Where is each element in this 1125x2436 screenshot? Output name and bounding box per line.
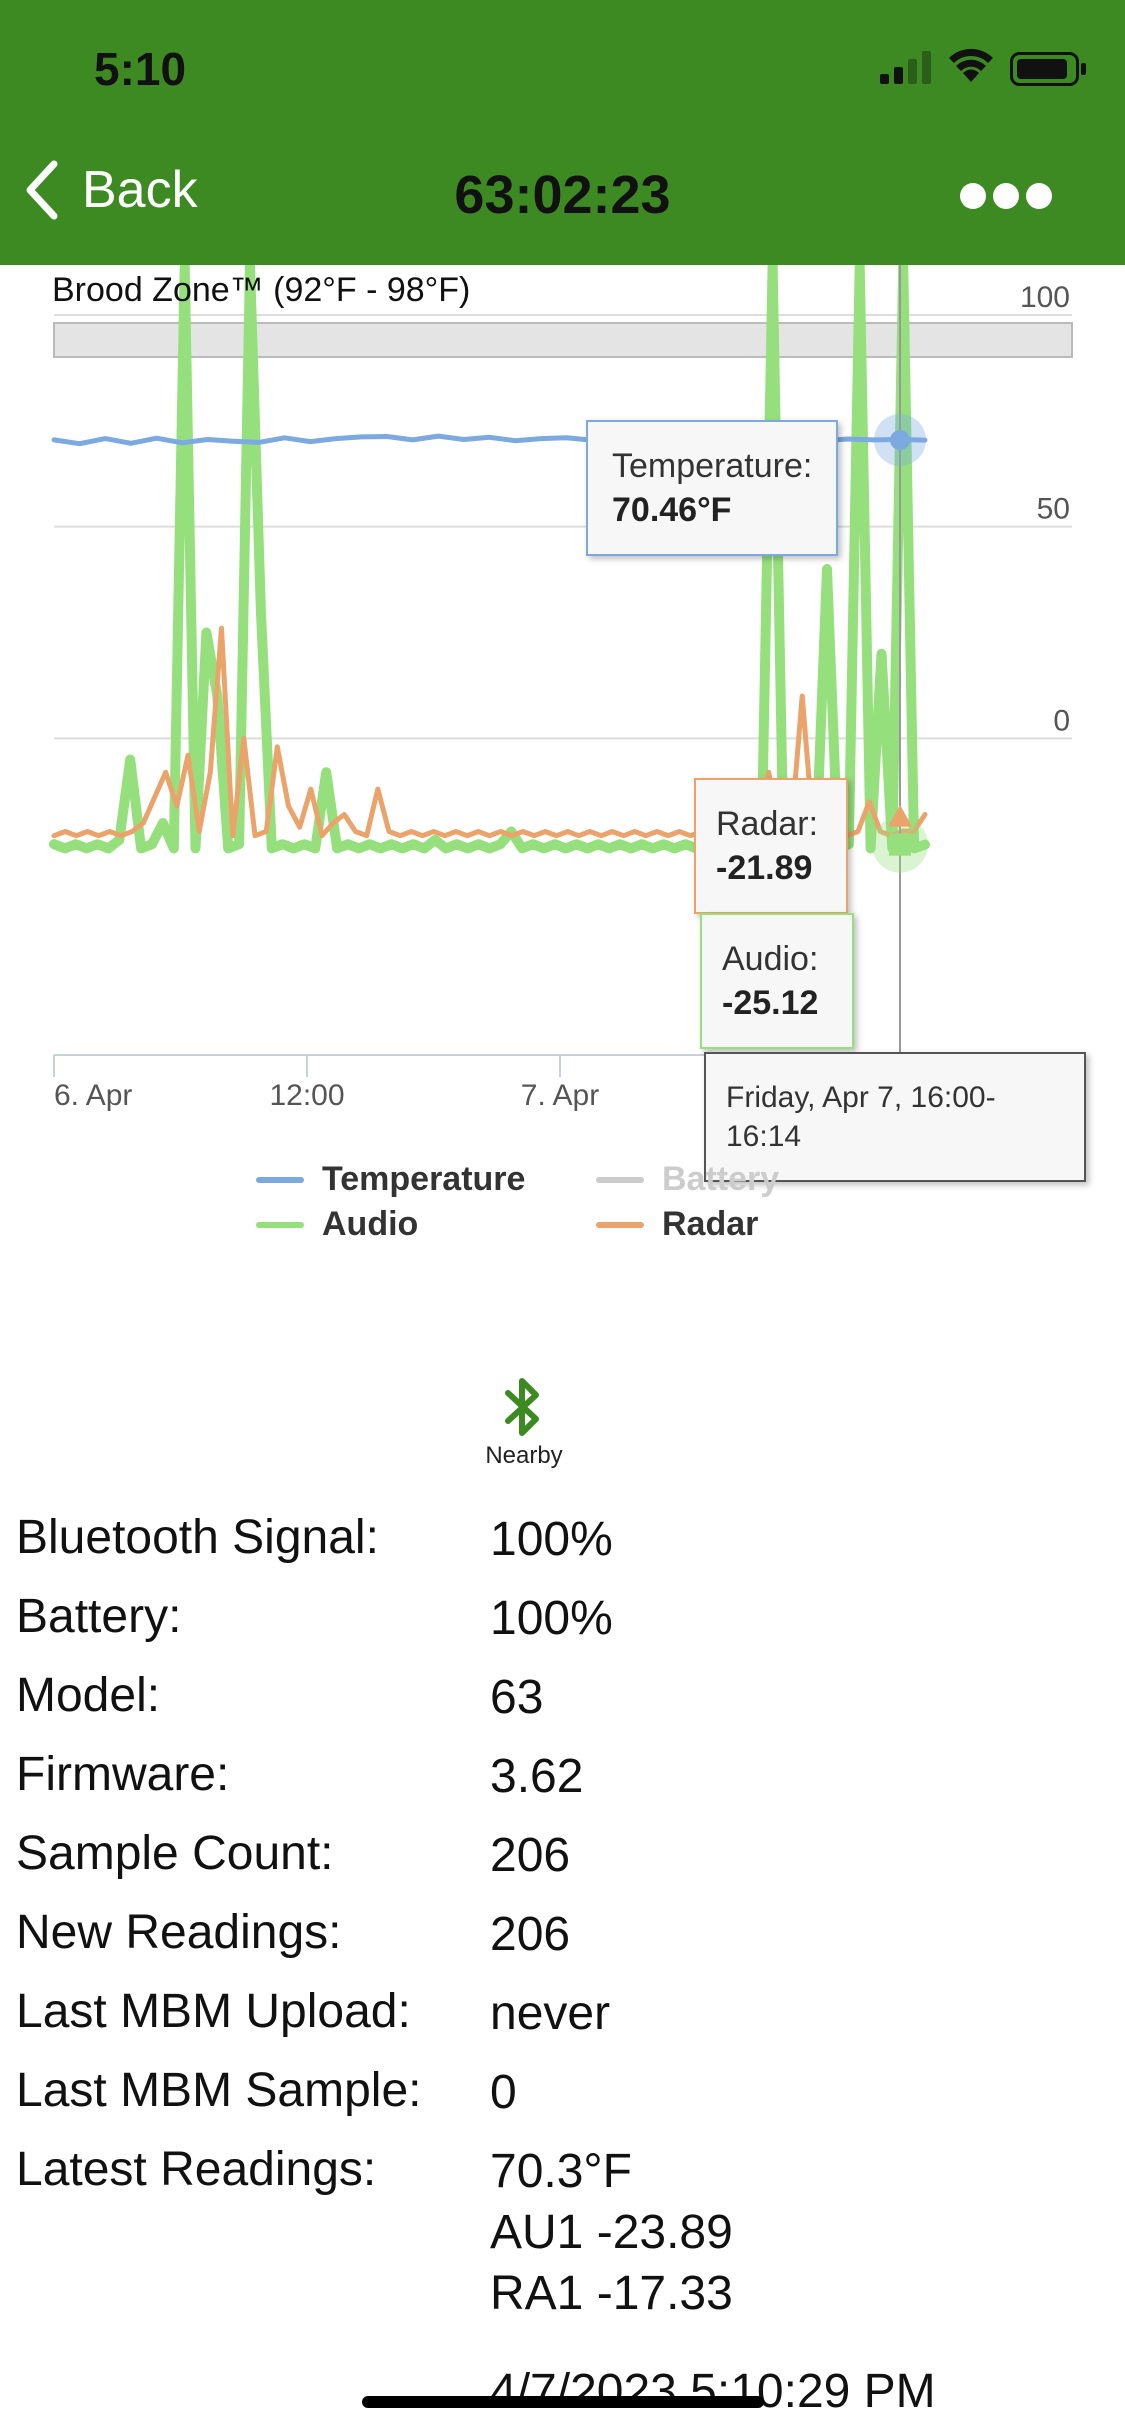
nearby-label: Nearby [485, 1442, 563, 1469]
more-options-icon[interactable] [958, 178, 1054, 214]
chart-canvas: 100 50 0 6. Apr 12:00 7. Apr [49, 265, 1073, 1112]
detail-value-firmware: 3.62 [490, 1750, 584, 1803]
battery-icon [1010, 52, 1086, 86]
sensor-chart[interactable]: 100 50 0 6. Apr 12:00 7. Apr Brood Zone™ (92… [0, 265, 1125, 1255]
detail-label-sample-count: Sample Count: [16, 1827, 334, 1880]
latest-reading-radar: RA1 -17.33 [490, 2266, 733, 2320]
legend-label: Audio [322, 1205, 419, 1243]
chevron-left-icon [26, 160, 58, 220]
detail-label-new-readings: New Readings: [16, 1906, 342, 1959]
audio-tooltip-value: -25.12 [722, 984, 819, 1023]
detail-label-last-mbm-sample: Last MBM Sample: [16, 2064, 422, 2117]
cellular-signal-icon [880, 51, 931, 84]
temperature-tooltip-label: Temperature: [612, 447, 813, 485]
radar-tooltip: Radar: -21.89 [694, 778, 848, 915]
detail-label-latest-readings: Latest Readings: [16, 2143, 377, 2196]
radar-hover-point [888, 804, 912, 827]
back-button[interactable]: Back [22, 160, 198, 220]
radar-tooltip-value: -21.89 [716, 849, 813, 888]
detail-value-last-mbm-upload: never [490, 1987, 611, 2040]
x-tick-label: 7. Apr [521, 1079, 599, 1112]
status-time: 5:10 [94, 43, 187, 95]
detail-value-sample-count: 206 [490, 1829, 571, 1882]
radar-tooltip-label: Radar: [716, 805, 819, 843]
legend-label: Temperature [322, 1160, 526, 1198]
bluetooth-icon [505, 1378, 539, 1436]
detail-value-last-mbm-sample: 0 [490, 2066, 517, 2119]
temperature-tooltip: Temperature: 70.46°F [586, 420, 838, 557]
latest-reading-temperature: 70.3°F [490, 2145, 632, 2198]
legend-label: Radar [662, 1205, 759, 1243]
nav-header: 5:10 Back 63:02:23 [0, 0, 1125, 265]
legend-item-temperature[interactable]: Temperature [256, 1160, 525, 1199]
detail-label-firmware: Firmware: [16, 1748, 230, 1801]
detail-value-bluetooth-signal: 100% [490, 1513, 613, 1566]
y-tick-label: 100 [1020, 281, 1070, 314]
timestamp: 4/7/2023 5:10:29 PM [490, 2365, 936, 2418]
date-tooltip: Friday, Apr 7, 16:00-16:14 [704, 1052, 1086, 1182]
x-tick-label: 12:00 [269, 1079, 344, 1112]
back-label: Back [82, 161, 198, 219]
legend-item-battery[interactable]: Battery [596, 1160, 779, 1199]
brood-zone-band [53, 322, 1073, 358]
y-tick-label: 50 [1037, 493, 1070, 526]
audio-tooltip: Audio: -25.12 [700, 913, 854, 1050]
legend-swatch [596, 1176, 644, 1183]
audio-hover-point [889, 833, 911, 856]
temperature-hover-point [890, 430, 910, 451]
detail-value-model: 63 [490, 1671, 544, 1724]
detail-value-battery: 100% [490, 1592, 613, 1645]
wifi-icon [949, 48, 993, 82]
chart-title: Brood Zone™ (92°F - 98°F) [52, 271, 471, 309]
detail-label-bluetooth-signal: Bluetooth Signal: [16, 1511, 379, 1564]
y-tick-label: 0 [1053, 704, 1070, 737]
page-title: 63:02:23 [454, 165, 671, 225]
home-indicator [362, 2396, 764, 2408]
legend-swatch [256, 1221, 304, 1228]
audio-tooltip-label: Audio: [722, 940, 819, 978]
detail-label-model: Model: [16, 1669, 161, 1722]
legend-swatch [596, 1221, 644, 1228]
detail-label-battery: Battery: [16, 1590, 182, 1643]
detail-value-new-readings: 206 [490, 1908, 571, 1961]
legend-item-radar[interactable]: Radar [596, 1205, 758, 1244]
latest-reading-audio: AU1 -23.89 [490, 2205, 733, 2259]
legend-item-audio[interactable]: Audio [256, 1205, 418, 1244]
series-line-audio [49, 265, 930, 854]
temperature-tooltip-value: 70.46°F [612, 491, 732, 530]
legend-label: Battery [662, 1160, 780, 1198]
x-tick-label: 6. Apr [54, 1079, 132, 1112]
detail-label-last-mbm-upload: Last MBM Upload: [16, 1985, 411, 2038]
legend-swatch [256, 1176, 304, 1183]
detail-value-latest-readings: 70.3°F AU1 -23.89 RA1 -17.33 [490, 2142, 733, 2325]
